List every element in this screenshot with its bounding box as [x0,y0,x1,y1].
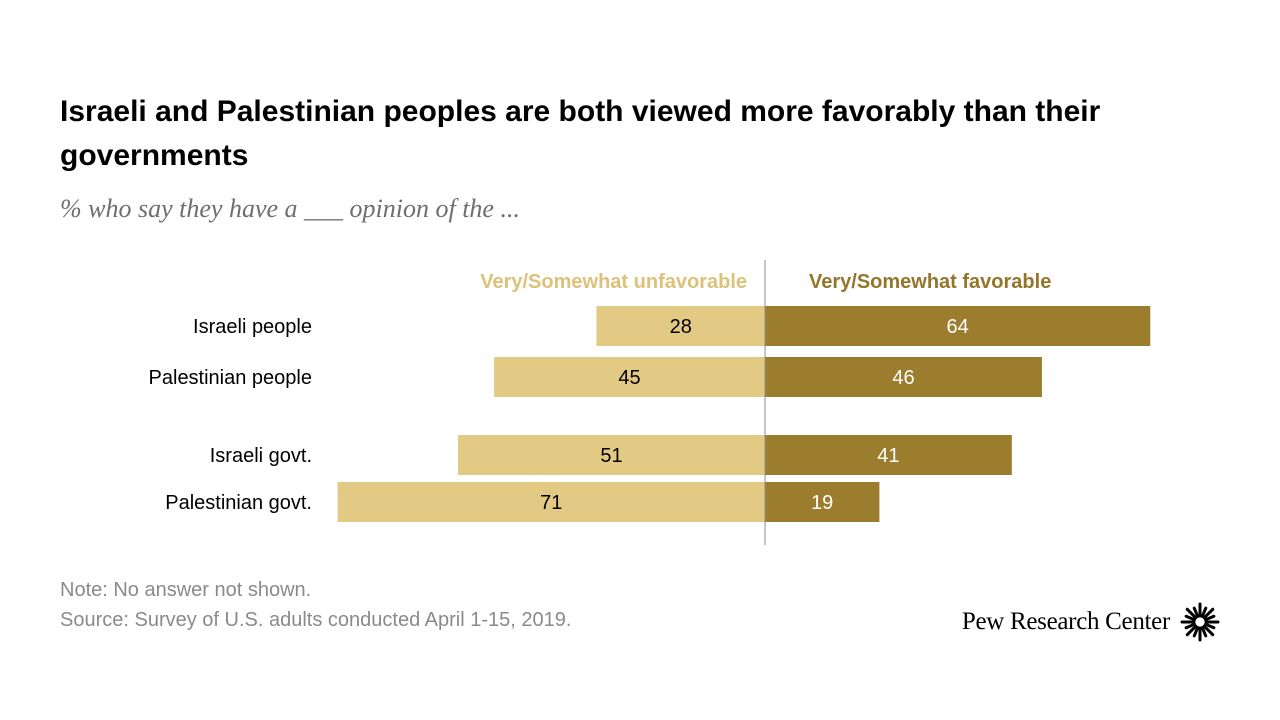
legend-unfavorable: Very/Somewhat unfavorable [480,271,747,293]
bar-favorable [765,357,1042,397]
value-label-favorable: 64 [947,316,969,338]
bar-favorable [765,482,880,522]
bar-unfavorable [337,482,765,522]
legend-favorable: Very/Somewhat favorable [809,271,1051,293]
category-label: Israeli people [193,316,312,338]
value-label-favorable: 41 [877,445,899,467]
source-text: Source: Survey of U.S. adults conducted … [60,609,572,631]
category-label: Palestinian govt. [165,492,312,514]
value-label-unfavorable: 51 [600,445,622,467]
sunburst-icon [1180,602,1220,642]
bar-unfavorable [596,306,765,346]
bar-favorable [765,306,1151,346]
value-label-favorable: 46 [892,367,914,389]
note-text: Note: No answer not shown. [60,579,312,601]
value-label-unfavorable: 71 [540,492,562,514]
category-label: Israeli govt. [210,445,312,467]
value-label-unfavorable: 28 [670,316,692,338]
pew-logo: Pew Research Center [962,602,1220,642]
category-label: Palestinian people [149,367,312,389]
logo-text: Pew Research Center [961,608,1170,635]
chart-title: Israeli and Palestinian peoples are both… [60,95,1101,172]
bar-unfavorable [457,435,765,475]
value-label-unfavorable: 45 [618,367,640,389]
chart-subtitle: % who say they have a ___ opinion of the… [60,194,520,223]
value-label-favorable: 19 [811,492,833,514]
bar-unfavorable [494,357,765,397]
bar-favorable [765,435,1012,475]
